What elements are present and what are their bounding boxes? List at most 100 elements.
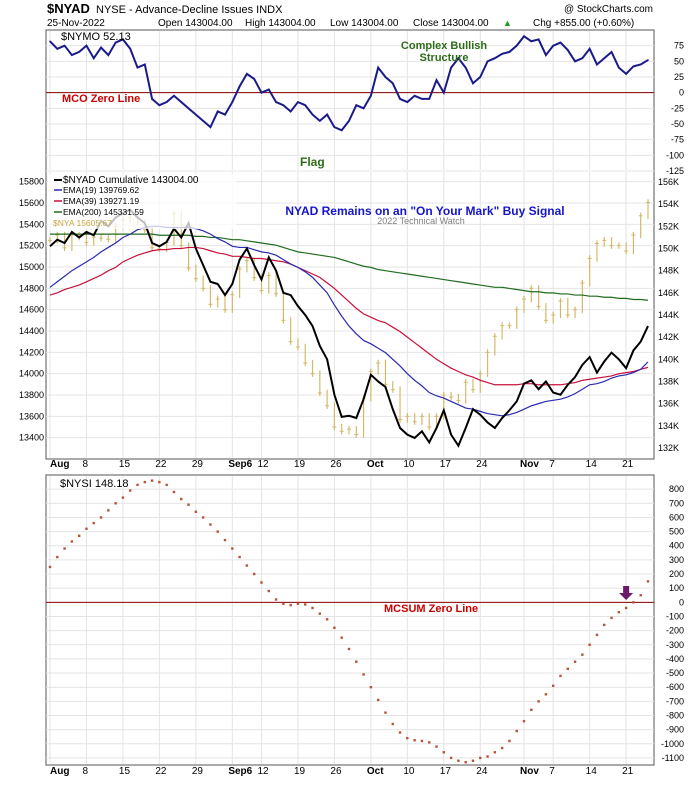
nysi-point [457,759,460,762]
flag-label: Flag [300,155,325,169]
nymo-point [136,66,139,69]
nymo-point [508,51,511,53]
nymo-point [333,126,336,128]
x-tick-label: 26 [330,459,342,470]
nysi-point [129,489,132,492]
y-tick-label: -100 [666,150,684,160]
y-tick-label: 50 [674,56,684,66]
nymo-point [443,91,445,94]
nysi-point [464,760,467,764]
buy-signal-arrow-shaft [623,585,630,593]
nymo-point [479,76,482,78]
nysi-point [143,480,147,484]
nymo-point [537,38,540,41]
nymo-point [180,101,183,103]
nysi-point [223,538,227,542]
nysi-point [267,589,270,593]
right-y-tick-label: 142K [658,332,679,342]
right-y-tick-label: 154K [658,199,679,209]
nymo-point [85,44,88,47]
y-tick-label: -100 [666,611,684,621]
nymo-point [494,57,496,59]
watermark: @ StockCharts.com [564,4,653,15]
nysi-point [296,602,300,605]
nysi-point [617,611,621,614]
nysi-point [646,580,650,583]
buy-signal-arrow-icon [619,592,634,600]
y-tick-label: -500 [666,668,684,678]
nysi-point [551,684,555,687]
nysi-point [530,708,533,712]
x-tick-label: Nov [520,766,539,777]
nysi-point [603,623,606,627]
nymo-point [49,40,51,43]
high-value: High 143004.00 [245,18,316,29]
nysi-point [231,547,234,550]
nysi-point [194,510,198,513]
nysi-point [632,601,635,604]
nymo-point [173,95,175,97]
x-tick-label: 8 [82,459,88,470]
nymo-point [253,78,255,80]
legend-background [48,174,236,229]
nymo-point [195,113,197,116]
nymo-point [377,66,379,69]
right-y-tick-label: 152K [658,221,679,231]
y-tick-label: 500 [669,527,684,537]
x-tick-label: 15 [119,766,131,777]
right-y-tick-label: 134K [658,421,679,431]
x-tick-label: Sep6 [228,459,252,470]
x-tick-label: 17 [440,459,452,470]
right-y-tick-label: 150K [658,244,679,254]
y-tick-label: -900 [666,725,684,735]
left-y-tick-label: 13600 [19,411,44,421]
nymo-point [625,73,627,75]
nymo-point [596,63,598,66]
nymo-point [92,57,95,59]
nymo-point [114,41,117,44]
nymo-point [515,44,518,47]
y-tick-label: -600 [666,682,684,692]
y-tick-label: 300 [669,555,684,565]
chg-arrow-icon: ▲ [503,18,512,28]
change-value: Chg +855.00 (+0.60%) [533,18,634,29]
nymo-point [370,95,372,97]
nymo-point [632,65,635,68]
nysi-point [347,647,351,651]
x-tick-label: Aug [50,459,69,470]
nymo-point [566,49,569,51]
x-tick-label: Aug [50,766,69,777]
nysi-point [537,700,540,703]
nymo-point [63,44,66,47]
left-y-tick-label: 14400 [19,326,44,336]
right-y-tick-label: 140K [658,354,679,364]
legend-ema39: EMA(39) 139271.19 [63,196,139,206]
x-tick-label: 14 [586,766,598,777]
nymo-point [289,110,292,113]
y-tick-label: 600 [669,512,684,522]
nymo-point [78,51,80,53]
y-tick-label: 0 [679,88,684,98]
y-tick-label: -700 [666,696,684,706]
ema39-line [49,246,649,386]
nysi-point [304,603,307,606]
nymo-point [187,107,190,110]
nysi-point [56,555,59,559]
x-tick-label: 21 [622,766,634,777]
nymo-point [530,40,533,43]
nymo-point [100,46,102,49]
y-tick-label: 400 [669,541,684,551]
y-tick-label: -1000 [661,739,684,749]
right-y-tick-label: 148K [658,266,679,276]
nysi-point [406,736,409,740]
x-tick-label: 24 [476,766,488,777]
y-tick-label: 800 [669,484,684,494]
nymo-point [413,95,416,97]
nysi-point [85,527,88,530]
left-y-tick-label: 15200 [19,241,44,251]
x-tick-label: 29 [192,459,204,470]
nymo-point [362,107,365,110]
nysi-point [508,739,511,743]
nymo-point [464,66,467,69]
